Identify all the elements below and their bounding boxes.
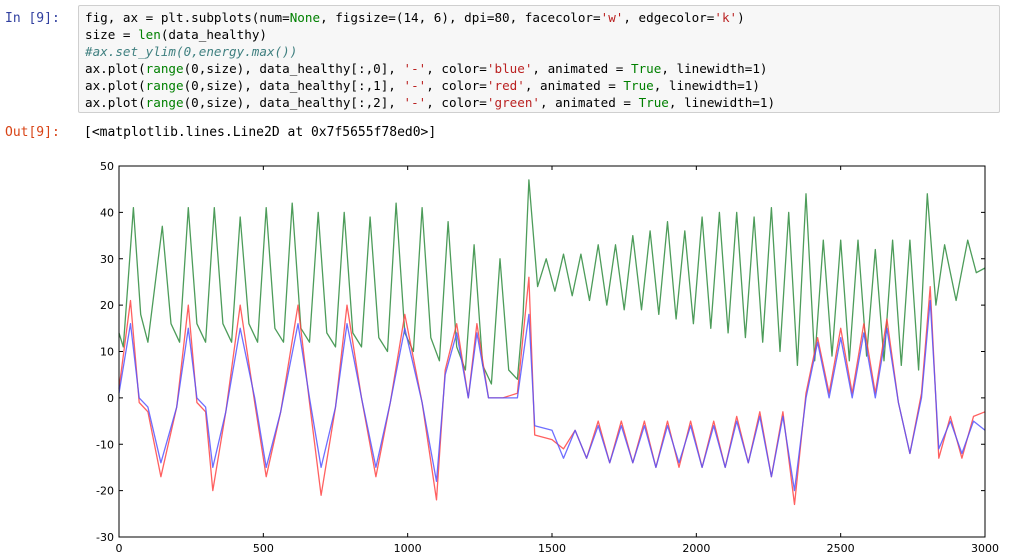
y-tick-label: -30 xyxy=(96,531,114,544)
in-prompt: In [9]: xyxy=(5,11,60,26)
plot-area xyxy=(119,166,985,537)
x-tick-label: 3000 xyxy=(971,542,999,554)
code-line: ax.plot(range(0,size), data_healthy[:,0]… xyxy=(85,61,768,76)
code-comment: #ax.set_ylim(0,energy.max()) xyxy=(85,44,298,59)
code-line: size = len(data_healthy) xyxy=(85,27,267,42)
y-tick-label: 20 xyxy=(100,299,114,312)
x-tick-label: 1500 xyxy=(538,542,566,554)
y-tick-label: 40 xyxy=(100,206,114,219)
x-tick-label: 0 xyxy=(116,542,123,554)
x-tick-label: 1000 xyxy=(394,542,422,554)
x-tick-label: 2000 xyxy=(682,542,710,554)
code-line: ax.plot(range(0,size), data_healthy[:,2]… xyxy=(85,95,776,110)
series-line-blue xyxy=(118,299,986,492)
x-tick-label: 2500 xyxy=(827,542,855,554)
code-line: ax.plot(range(0,size), data_healthy[:,1]… xyxy=(85,78,760,93)
series-line-green xyxy=(118,179,986,385)
y-tick-label: -20 xyxy=(96,485,114,498)
series-line-red xyxy=(118,276,986,506)
code-input-area[interactable]: fig, ax = plt.subplots(num=None, figsize… xyxy=(78,5,1000,113)
plot-output: 0 500 1000 1500 2000 2500 3000 -30 -20 -10 0 10 20 30… xyxy=(0,150,1009,555)
y-tick-label: 10 xyxy=(100,346,114,359)
output-text: [<matplotlib.lines.Line2D at 0x7f5655f78… xyxy=(84,125,437,140)
code-line: fig, ax = plt.subplots(num=None, figsize… xyxy=(85,10,745,25)
y-tick-label: 0 xyxy=(107,392,114,405)
line-chart: 0 500 1000 1500 2000 2500 3000 -30 -20 -10 0 10 20 30… xyxy=(96,160,999,555)
y-tick-label: 30 xyxy=(100,253,114,266)
y-tick-label: 50 xyxy=(100,160,114,173)
x-tick-label: 500 xyxy=(253,542,274,554)
y-tick-label: -10 xyxy=(96,438,114,451)
out-prompt: Out[9]: xyxy=(5,125,60,140)
